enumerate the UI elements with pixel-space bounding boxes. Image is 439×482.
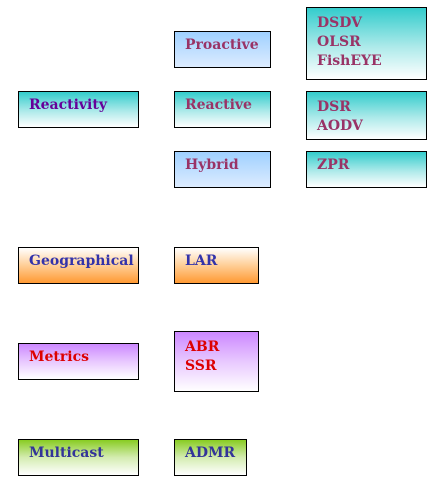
metrics-protocols-box: ABR SSR — [174, 331, 259, 392]
category-metrics-label: Metrics — [29, 349, 89, 365]
protocol-ssr: SSR — [185, 358, 217, 374]
category-reactivity-label: Reactivity — [29, 97, 107, 113]
protocol-olsr: OLSR — [317, 34, 361, 50]
protocol-fisheye: FishEYE — [317, 53, 382, 69]
protocol-dsdv: DSDV — [317, 15, 363, 31]
reactive-protocols-box: DSR AODV — [306, 91, 427, 140]
type-hybrid-box: Hybrid — [174, 151, 271, 188]
protocol-abr: ABR — [185, 339, 220, 355]
type-hybrid-label: Hybrid — [185, 157, 239, 173]
type-reactive-box: Reactive — [174, 91, 271, 128]
category-geographical-box: Geographical — [18, 247, 139, 284]
hybrid-protocols-box: ZPR — [306, 151, 427, 188]
category-multicast-box: Multicast — [18, 439, 139, 476]
geographical-protocols-box: LAR — [174, 247, 259, 284]
category-geographical-label: Geographical — [29, 253, 134, 269]
category-reactivity-box: Reactivity — [18, 91, 139, 128]
protocol-dsr: DSR — [317, 99, 351, 115]
protocol-lar: LAR — [185, 253, 218, 269]
type-proactive-box: Proactive — [174, 31, 271, 68]
type-reactive-label: Reactive — [185, 97, 252, 113]
protocol-zpr: ZPR — [317, 157, 350, 173]
protocol-aodv: AODV — [317, 118, 363, 134]
proactive-protocols-box: DSDV OLSR FishEYE — [306, 7, 427, 80]
protocol-admr: ADMR — [185, 445, 236, 461]
category-multicast-label: Multicast — [29, 445, 104, 461]
multicast-protocols-box: ADMR — [174, 439, 247, 476]
category-metrics-box: Metrics — [18, 343, 139, 380]
type-proactive-label: Proactive — [185, 37, 259, 53]
